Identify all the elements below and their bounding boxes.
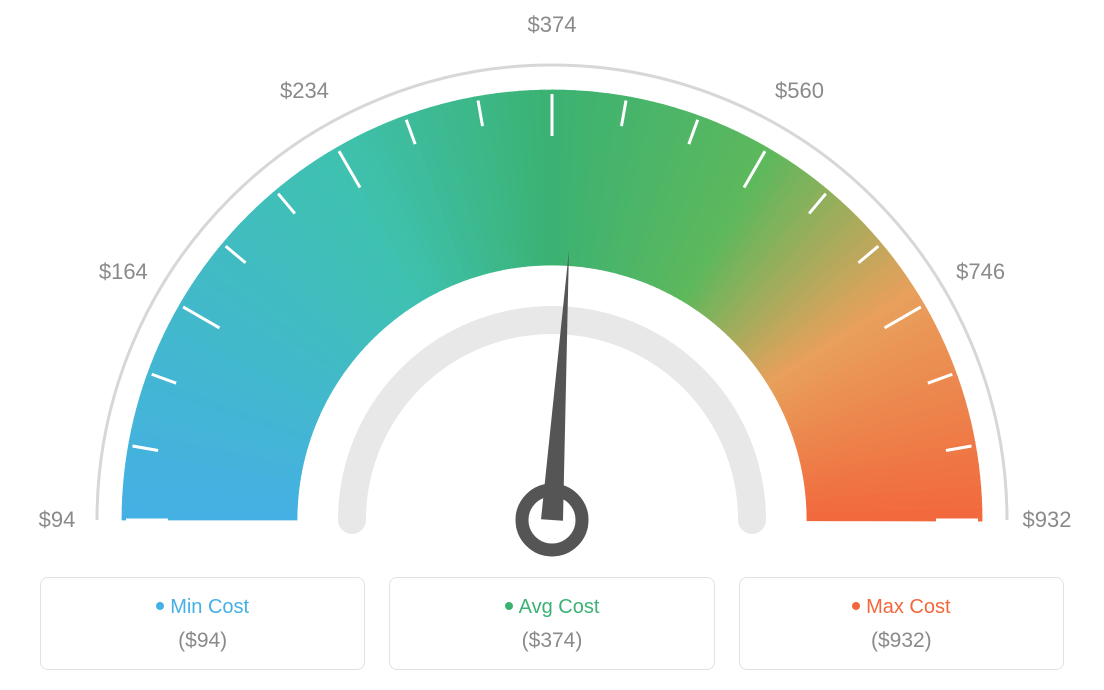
legend-title: Min Cost	[51, 596, 354, 619]
legend-title: Max Cost	[750, 596, 1053, 619]
tick-label: $164	[99, 259, 148, 285]
legend-value: ($932)	[750, 629, 1053, 653]
legend-value: ($374)	[400, 629, 703, 653]
legend-row: Min Cost ($94) Avg Cost ($374) Max Cost ($932…	[0, 577, 1104, 670]
legend-title: Avg Cost	[400, 596, 703, 619]
tick-label: $234	[280, 78, 329, 104]
legend-title-text: Avg Cost	[519, 596, 600, 618]
gauge-svg	[0, 0, 1104, 560]
legend-card-avg: Avg Cost ($374)	[389, 577, 714, 670]
gauge-chart: $94 $164 $234 $374 $560 $746 $932	[0, 0, 1104, 550]
legend-dot-icon	[852, 602, 860, 610]
legend-card-min: Min Cost ($94)	[40, 577, 365, 670]
legend-card-max: Max Cost ($932)	[739, 577, 1064, 670]
legend-title-text: Max Cost	[866, 596, 950, 618]
tick-label: $94	[39, 507, 76, 533]
legend-dot-icon	[505, 602, 513, 610]
tick-label: $932	[1023, 507, 1072, 533]
tick-label: $560	[775, 78, 824, 104]
tick-label: $746	[956, 259, 1005, 285]
legend-value: ($94)	[51, 629, 354, 653]
legend-dot-icon	[156, 602, 164, 610]
legend-title-text: Min Cost	[170, 596, 249, 618]
needle	[541, 251, 569, 521]
tick-label: $374	[528, 12, 577, 38]
